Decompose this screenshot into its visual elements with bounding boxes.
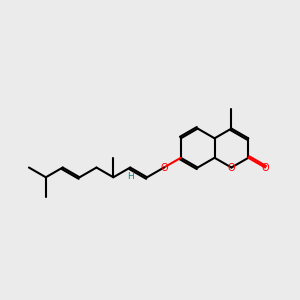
Text: O: O xyxy=(261,163,269,172)
Text: O: O xyxy=(228,163,235,172)
Text: O: O xyxy=(160,163,168,172)
Text: H: H xyxy=(127,172,134,181)
